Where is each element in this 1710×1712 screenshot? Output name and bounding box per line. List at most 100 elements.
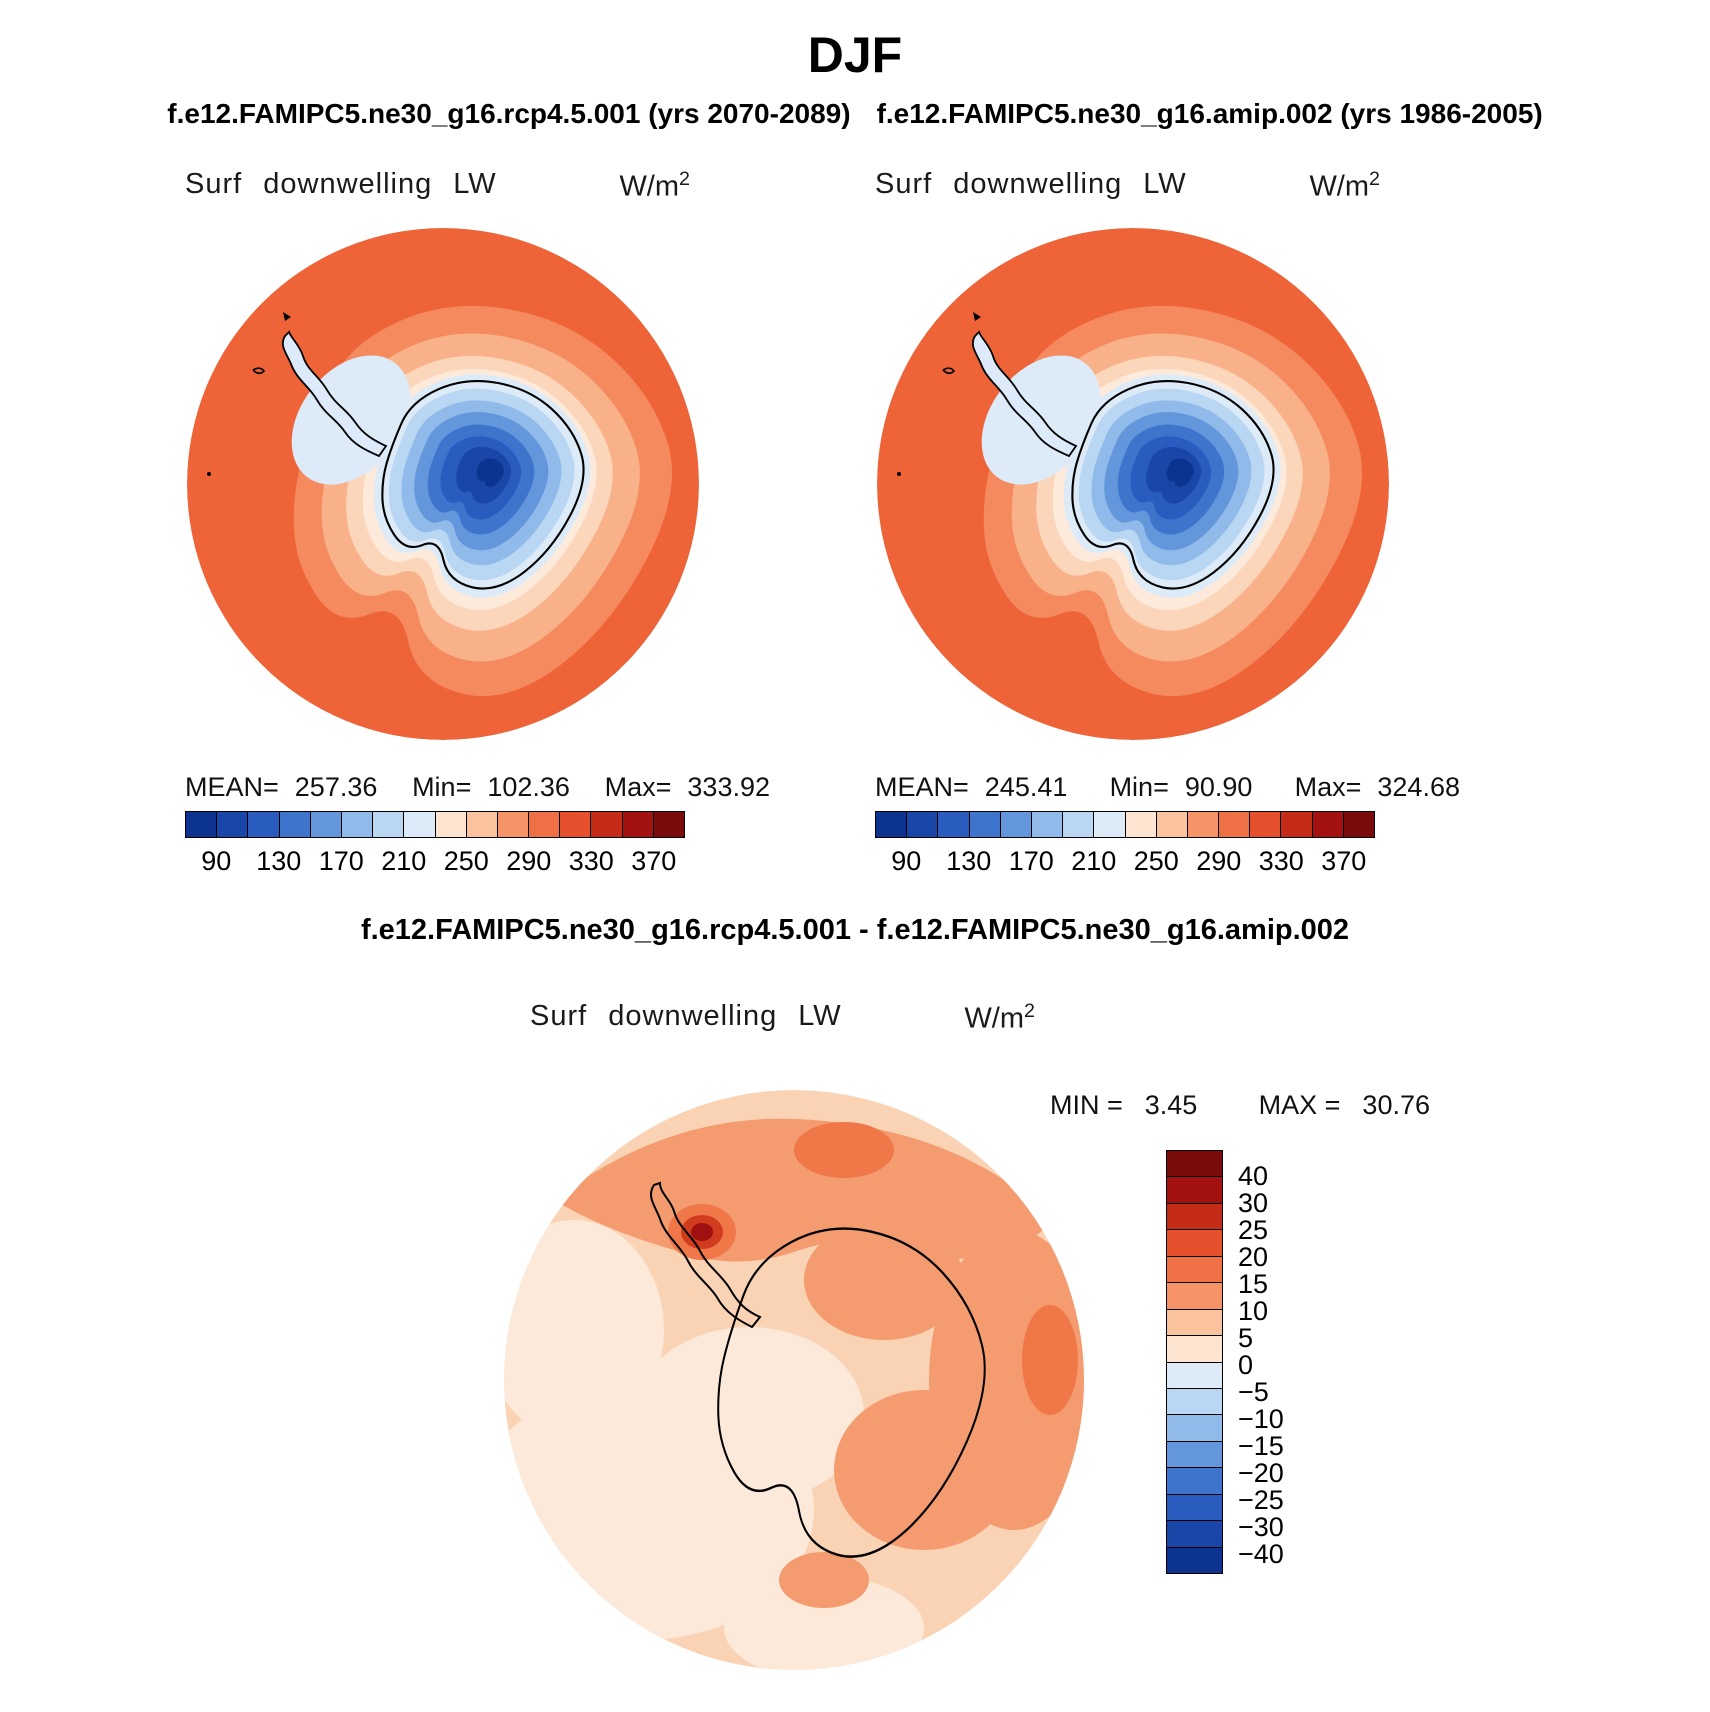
colorbar-segment — [404, 811, 435, 837]
colorbar-segment — [1167, 1151, 1222, 1177]
scale-label: −15 — [1238, 1431, 1284, 1461]
colorbar-segment — [1187, 811, 1219, 837]
map-container — [113, 224, 773, 744]
tick-label: 330 — [568, 845, 614, 876]
panel-header: Surf downwelling LW W/m2 — [803, 168, 1463, 204]
colorbar-segment — [466, 811, 497, 837]
stats-line: MEAN= 257.36 Min= 102.36 Max= 333.92 — [185, 772, 770, 803]
map-container — [803, 224, 1463, 744]
min-label: Min= — [412, 771, 472, 802]
units-label: W/m2 — [1309, 168, 1380, 203]
scale-label: 20 — [1238, 1242, 1269, 1272]
colorbar-horizontal — [185, 810, 685, 838]
scale-label: −40 — [1238, 1539, 1284, 1569]
colorbar-segment — [310, 811, 341, 837]
scale-label: 15 — [1238, 1269, 1269, 1299]
colorbar-segment — [938, 811, 969, 837]
colorbar-segment — [1063, 811, 1094, 837]
panel-title: Surf downwelling LW — [185, 168, 497, 200]
colorbar-segment — [1167, 1203, 1222, 1230]
tick-label: 250 — [1133, 845, 1179, 876]
colorbar-segment — [373, 811, 404, 837]
scale-label: −25 — [1238, 1485, 1284, 1515]
max-label: Max= — [604, 771, 672, 802]
colorbar-segment — [186, 811, 217, 837]
colorbar-segment — [341, 811, 373, 837]
colorbar-ticks: 90 130 170 210 250 290 330 370 — [875, 846, 1375, 884]
scale-label: 0 — [1238, 1350, 1254, 1380]
colorbar-segment — [1000, 811, 1031, 837]
tick-label: 90 — [891, 845, 922, 876]
tick-label: 290 — [506, 845, 552, 876]
scale-label: −10 — [1238, 1404, 1284, 1434]
tick-label: 130 — [946, 845, 992, 876]
scale-label: 5 — [1238, 1323, 1254, 1353]
colorbar-segment — [1167, 1415, 1222, 1441]
colorbar-segment — [1156, 811, 1187, 837]
colorbar-segment — [1281, 811, 1312, 837]
diff-stats-line: MIN = 3.45 MAX = 30.76 — [1050, 1090, 1430, 1121]
colorbar-segment — [1167, 1230, 1222, 1256]
colorbar-segment — [1167, 1283, 1222, 1309]
colorbar-vertical-labels: 40 30 25 20 15 10 5 0 −5 −10 −15 −20 −25… — [1238, 1163, 1284, 1568]
colorbar-segment — [529, 811, 560, 837]
colorbar-segment — [435, 811, 466, 837]
colorbar-segment — [1250, 811, 1281, 837]
tick-label: 330 — [1258, 845, 1304, 876]
min-label: Min= — [1109, 771, 1169, 802]
tick-label: 170 — [318, 845, 364, 876]
min-value: 90.90 — [1184, 771, 1253, 802]
scale-label: −30 — [1238, 1512, 1284, 1542]
colorbar-segment — [1094, 811, 1125, 837]
scale-label: 25 — [1238, 1215, 1269, 1245]
colorbar-segment — [653, 811, 684, 837]
tick-label: 210 — [381, 845, 427, 876]
colorbar-segment — [1031, 811, 1063, 837]
diff-heading: f.e12.FAMIPC5.ne30_g16.rcp4.5.001 - f.e1… — [360, 914, 1350, 946]
tick-label: 290 — [1196, 845, 1242, 876]
min-value: 3.45 — [1144, 1090, 1198, 1120]
scale-label: 30 — [1238, 1188, 1269, 1218]
max-value: 333.92 — [687, 771, 770, 802]
colorbar-segment — [1167, 1521, 1222, 1547]
max-label: MAX = — [1258, 1090, 1341, 1120]
mean-value: 257.36 — [294, 771, 378, 802]
colorbar-segment — [1167, 1547, 1222, 1573]
colorbar-segment — [1125, 811, 1156, 837]
colorbar-segment — [1343, 811, 1374, 837]
tick-label: 370 — [631, 845, 677, 876]
max-value: 324.68 — [1377, 771, 1460, 802]
panel-title: Surf downwelling LW — [530, 1000, 842, 1032]
tick-label: 250 — [443, 845, 489, 876]
colorbar-segment — [969, 811, 1000, 837]
colorbar-segment — [248, 811, 279, 837]
colorbar-segment — [1219, 811, 1250, 837]
colorbar-vertical — [1166, 1150, 1223, 1574]
colorbar-segment — [497, 811, 529, 837]
mean-label: MEAN= — [875, 771, 969, 802]
run-labels: f.e12.FAMIPC5.ne30_g16.rcp4.5.001 (yrs 2… — [0, 98, 1710, 130]
scale-label: −20 — [1238, 1458, 1284, 1488]
tick-label: 370 — [1321, 845, 1367, 876]
stats-line: MEAN= 245.41 Min= 90.90 Max= 324.68 — [875, 772, 1460, 803]
panel-amip: Surf downwelling LW W/m2 MEAN= 245.41 Min… — [803, 168, 1463, 884]
colorbar-segment — [1167, 1441, 1222, 1468]
tick-label: 90 — [201, 845, 232, 876]
min-label: MIN = — [1050, 1090, 1123, 1120]
max-label: Max= — [1294, 771, 1362, 802]
colorbar-segment — [560, 811, 591, 837]
scale-label: 10 — [1238, 1296, 1269, 1326]
antarctica-diff-map — [504, 1090, 1084, 1670]
peninsula-outline — [650, 1181, 762, 1329]
colorbar-segment — [1167, 1468, 1222, 1494]
colorbar-segment — [1167, 1388, 1222, 1415]
colorbar-segment — [591, 811, 622, 837]
panel-rcp45: Surf downwelling LW W/m2 MEAN= 257.36 Min… — [113, 168, 773, 884]
colorbar-segment — [1167, 1256, 1222, 1283]
colorbar-ticks: 90 130 170 210 250 290 330 370 — [185, 846, 685, 884]
colorbar-segment — [907, 811, 938, 837]
units-label: W/m2 — [619, 168, 690, 203]
colorbar-segment — [217, 811, 248, 837]
colorbar-segment — [622, 811, 653, 837]
